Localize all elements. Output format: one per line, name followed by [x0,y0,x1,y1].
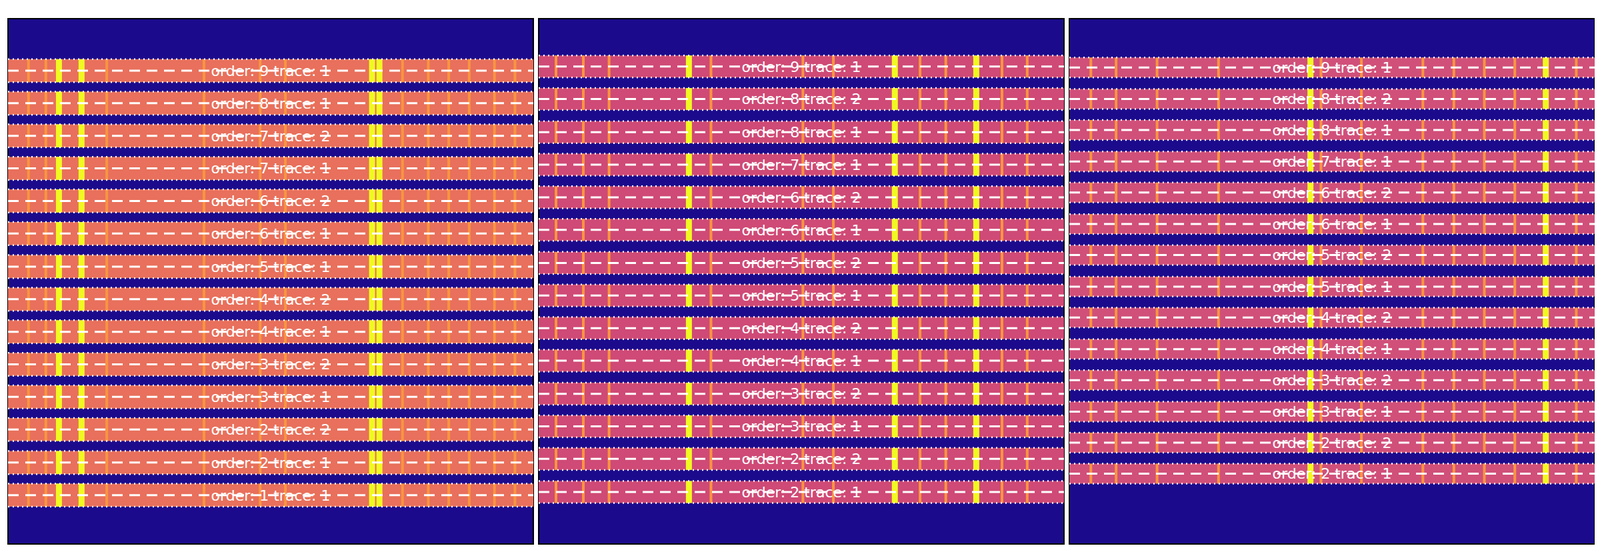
svg-text:order: 6 trace: 2: order: 6 trace: 2 [742,189,862,206]
svg-text:order: 6 trace: 2: order: 6 trace: 2 [211,192,331,210]
svg-text:order: 4 trace: 2: order: 4 trace: 2 [1272,309,1392,326]
svg-text:order: 2 trace: 1: order: 2 trace: 1 [1272,465,1392,482]
svg-text:order: 5 trace: 2: order: 5 trace: 2 [742,254,862,272]
svg-text:order: 2 trace: 1: order: 2 trace: 1 [211,454,331,472]
svg-text:order: 7 trace: 1: order: 7 trace: 1 [1272,153,1392,170]
svg-text:order: 4 trace: 1: order: 4 trace: 1 [742,352,862,370]
svg-text:order: 8 trace: 2: order: 8 trace: 2 [1272,90,1392,108]
svg-text:order: 5 trace: 2: order: 5 trace: 2 [1272,246,1392,264]
svg-text:order: 4 trace: 1: order: 4 trace: 1 [1272,340,1392,358]
svg-text:order: 2 trace: 2: order: 2 trace: 2 [742,450,862,468]
svg-text:order: 5 trace: 1: order: 5 trace: 1 [211,258,331,276]
svg-text:order: 2 trace: 1: order: 2 trace: 1 [742,484,862,501]
svg-text:order: 9 trace: 1: order: 9 trace: 1 [1272,59,1392,76]
svg-text:order: 7 trace: 2: order: 7 trace: 2 [211,128,331,145]
svg-text:order: 6 trace: 1: order: 6 trace: 1 [1272,216,1392,233]
svg-text:order: 3 trace: 2: order: 3 trace: 2 [211,356,331,373]
svg-text:order: 8 trace: 1: order: 8 trace: 1 [1272,122,1392,139]
svg-text:order: 8 trace: 2: order: 8 trace: 2 [742,90,862,108]
svg-text:order: 8 trace: 1: order: 8 trace: 1 [211,95,331,112]
svg-text:order: 3 trace: 1: order: 3 trace: 1 [1272,403,1392,420]
svg-text:order: 3 trace: 1: order: 3 trace: 1 [211,388,331,406]
svg-text:order: 3 trace: 2: order: 3 trace: 2 [742,385,862,402]
svg-text:order: 9 trace: 1: order: 9 trace: 1 [211,62,331,80]
svg-text:order: 5 trace: 1: order: 5 trace: 1 [1272,278,1392,296]
svg-text:order: 7 trace: 1: order: 7 trace: 1 [211,160,331,177]
svg-text:order: 7 trace: 1: order: 7 trace: 1 [742,156,862,174]
svg-text:order: 6 trace: 2: order: 6 trace: 2 [1272,184,1392,202]
svg-text:order: 4 trace: 1: order: 4 trace: 1 [211,323,331,340]
svg-text:order: 6 trace: 1: order: 6 trace: 1 [742,222,862,239]
svg-text:order: 4 trace: 2: order: 4 trace: 2 [742,320,862,337]
svg-text:order: 2 trace: 2: order: 2 trace: 2 [211,421,331,438]
svg-text:order: 1 trace: 1: order: 1 trace: 1 [211,487,331,504]
svg-text:order: 8 trace: 1: order: 8 trace: 1 [742,124,862,141]
svg-text:order: 5 trace: 1: order: 5 trace: 1 [742,287,862,304]
svg-text:order: 9 trace: 1: order: 9 trace: 1 [742,58,862,76]
svg-text:order: 6 trace: 1: order: 6 trace: 1 [211,225,331,242]
svg-text:order: 4 trace: 2: order: 4 trace: 2 [211,291,331,308]
svg-text:order: 2 trace: 2: order: 2 trace: 2 [1272,434,1392,452]
svg-text:order: 3 trace: 1: order: 3 trace: 1 [742,418,862,435]
svg-text:order: 3 trace: 2: order: 3 trace: 2 [1272,372,1392,389]
